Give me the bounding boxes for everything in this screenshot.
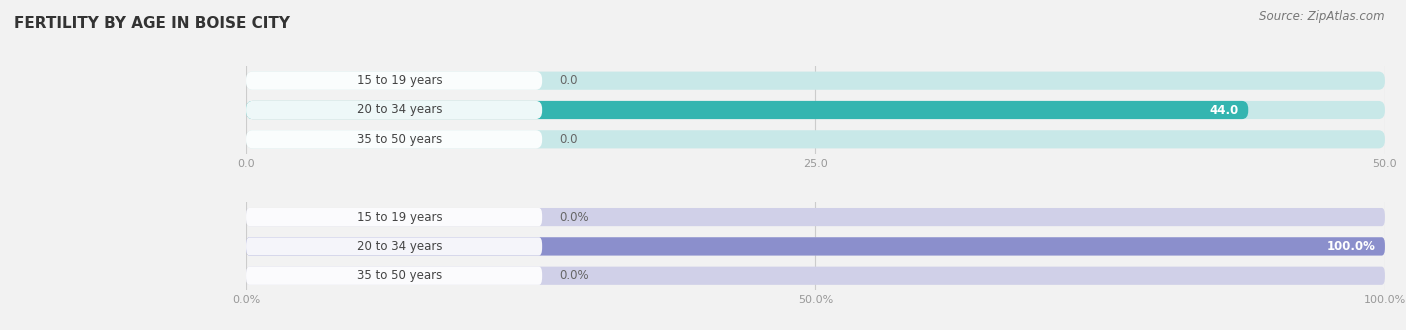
FancyBboxPatch shape [246, 72, 543, 90]
FancyBboxPatch shape [246, 130, 543, 148]
Text: 0.0%: 0.0% [560, 211, 589, 223]
FancyBboxPatch shape [246, 130, 1385, 148]
Text: 100.0%: 100.0% [1327, 240, 1376, 253]
Text: 0.0: 0.0 [560, 133, 578, 146]
Text: FERTILITY BY AGE IN BOISE CITY: FERTILITY BY AGE IN BOISE CITY [14, 16, 290, 31]
FancyBboxPatch shape [246, 267, 543, 285]
Text: 0.0: 0.0 [560, 74, 578, 87]
FancyBboxPatch shape [246, 101, 543, 119]
FancyBboxPatch shape [246, 72, 1385, 90]
Text: 15 to 19 years: 15 to 19 years [357, 211, 443, 223]
Text: 0.0%: 0.0% [560, 269, 589, 282]
Text: 44.0: 44.0 [1211, 104, 1239, 116]
FancyBboxPatch shape [246, 101, 1249, 119]
FancyBboxPatch shape [246, 237, 543, 255]
FancyBboxPatch shape [246, 267, 1385, 285]
Text: 20 to 34 years: 20 to 34 years [357, 240, 443, 253]
FancyBboxPatch shape [246, 237, 1385, 255]
FancyBboxPatch shape [246, 237, 1385, 255]
Text: Source: ZipAtlas.com: Source: ZipAtlas.com [1260, 10, 1385, 23]
FancyBboxPatch shape [246, 208, 543, 226]
Text: 15 to 19 years: 15 to 19 years [357, 74, 443, 87]
Text: 35 to 50 years: 35 to 50 years [357, 269, 443, 282]
FancyBboxPatch shape [246, 101, 1385, 119]
FancyBboxPatch shape [246, 208, 1385, 226]
Text: 35 to 50 years: 35 to 50 years [357, 133, 443, 146]
Text: 20 to 34 years: 20 to 34 years [357, 104, 443, 116]
